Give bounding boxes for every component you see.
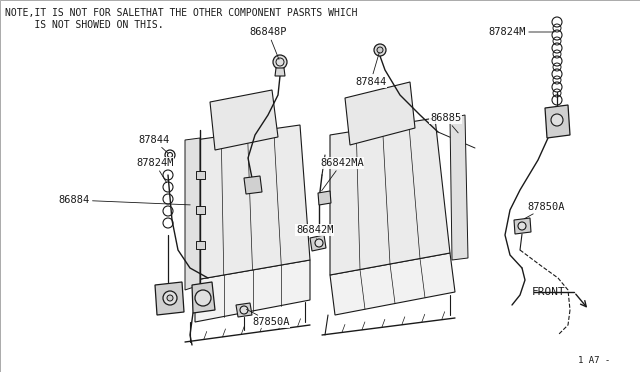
Circle shape [163, 291, 177, 305]
Text: 87824M: 87824M [488, 27, 554, 37]
Circle shape [551, 114, 563, 126]
Circle shape [195, 290, 211, 306]
Circle shape [276, 58, 284, 66]
Circle shape [374, 44, 386, 56]
Text: IS NOT SHOWED ON THIS.: IS NOT SHOWED ON THIS. [5, 20, 164, 30]
Circle shape [315, 239, 323, 247]
Text: 87844: 87844 [138, 135, 169, 153]
Polygon shape [450, 115, 468, 260]
Polygon shape [185, 138, 200, 290]
Polygon shape [196, 241, 205, 249]
Text: FRONT: FRONT [532, 287, 566, 297]
Polygon shape [236, 303, 252, 317]
Polygon shape [275, 68, 285, 76]
Polygon shape [330, 253, 455, 315]
Text: 86848P: 86848P [249, 27, 287, 60]
Text: 87824M: 87824M [136, 158, 173, 183]
Polygon shape [192, 282, 215, 313]
Text: NOTE,IT IS NOT FOR SALETHAT THE OTHER COMPONENT PASRTS WHICH: NOTE,IT IS NOT FOR SALETHAT THE OTHER CO… [5, 8, 358, 18]
Text: 86842MA: 86842MA [320, 158, 364, 191]
Polygon shape [196, 171, 205, 179]
Circle shape [377, 47, 383, 53]
Text: 86885: 86885 [430, 113, 461, 133]
Text: 87844: 87844 [355, 53, 387, 87]
Circle shape [240, 306, 248, 314]
Text: 86884: 86884 [58, 195, 190, 205]
Polygon shape [345, 82, 415, 145]
Polygon shape [210, 90, 278, 150]
Polygon shape [155, 282, 184, 315]
Circle shape [273, 55, 287, 69]
Polygon shape [195, 260, 310, 322]
Text: 87850A: 87850A [246, 309, 289, 327]
Polygon shape [310, 235, 326, 251]
Polygon shape [330, 118, 450, 275]
Polygon shape [318, 191, 331, 205]
Polygon shape [196, 206, 205, 214]
Polygon shape [244, 176, 262, 194]
Polygon shape [195, 125, 310, 280]
Circle shape [167, 295, 173, 301]
Circle shape [518, 222, 526, 230]
Text: 87850A: 87850A [524, 202, 564, 219]
Text: 86842M: 86842M [296, 225, 333, 238]
Polygon shape [545, 105, 570, 138]
Text: 1 A7 -: 1 A7 - [578, 356, 610, 365]
Polygon shape [514, 218, 531, 234]
